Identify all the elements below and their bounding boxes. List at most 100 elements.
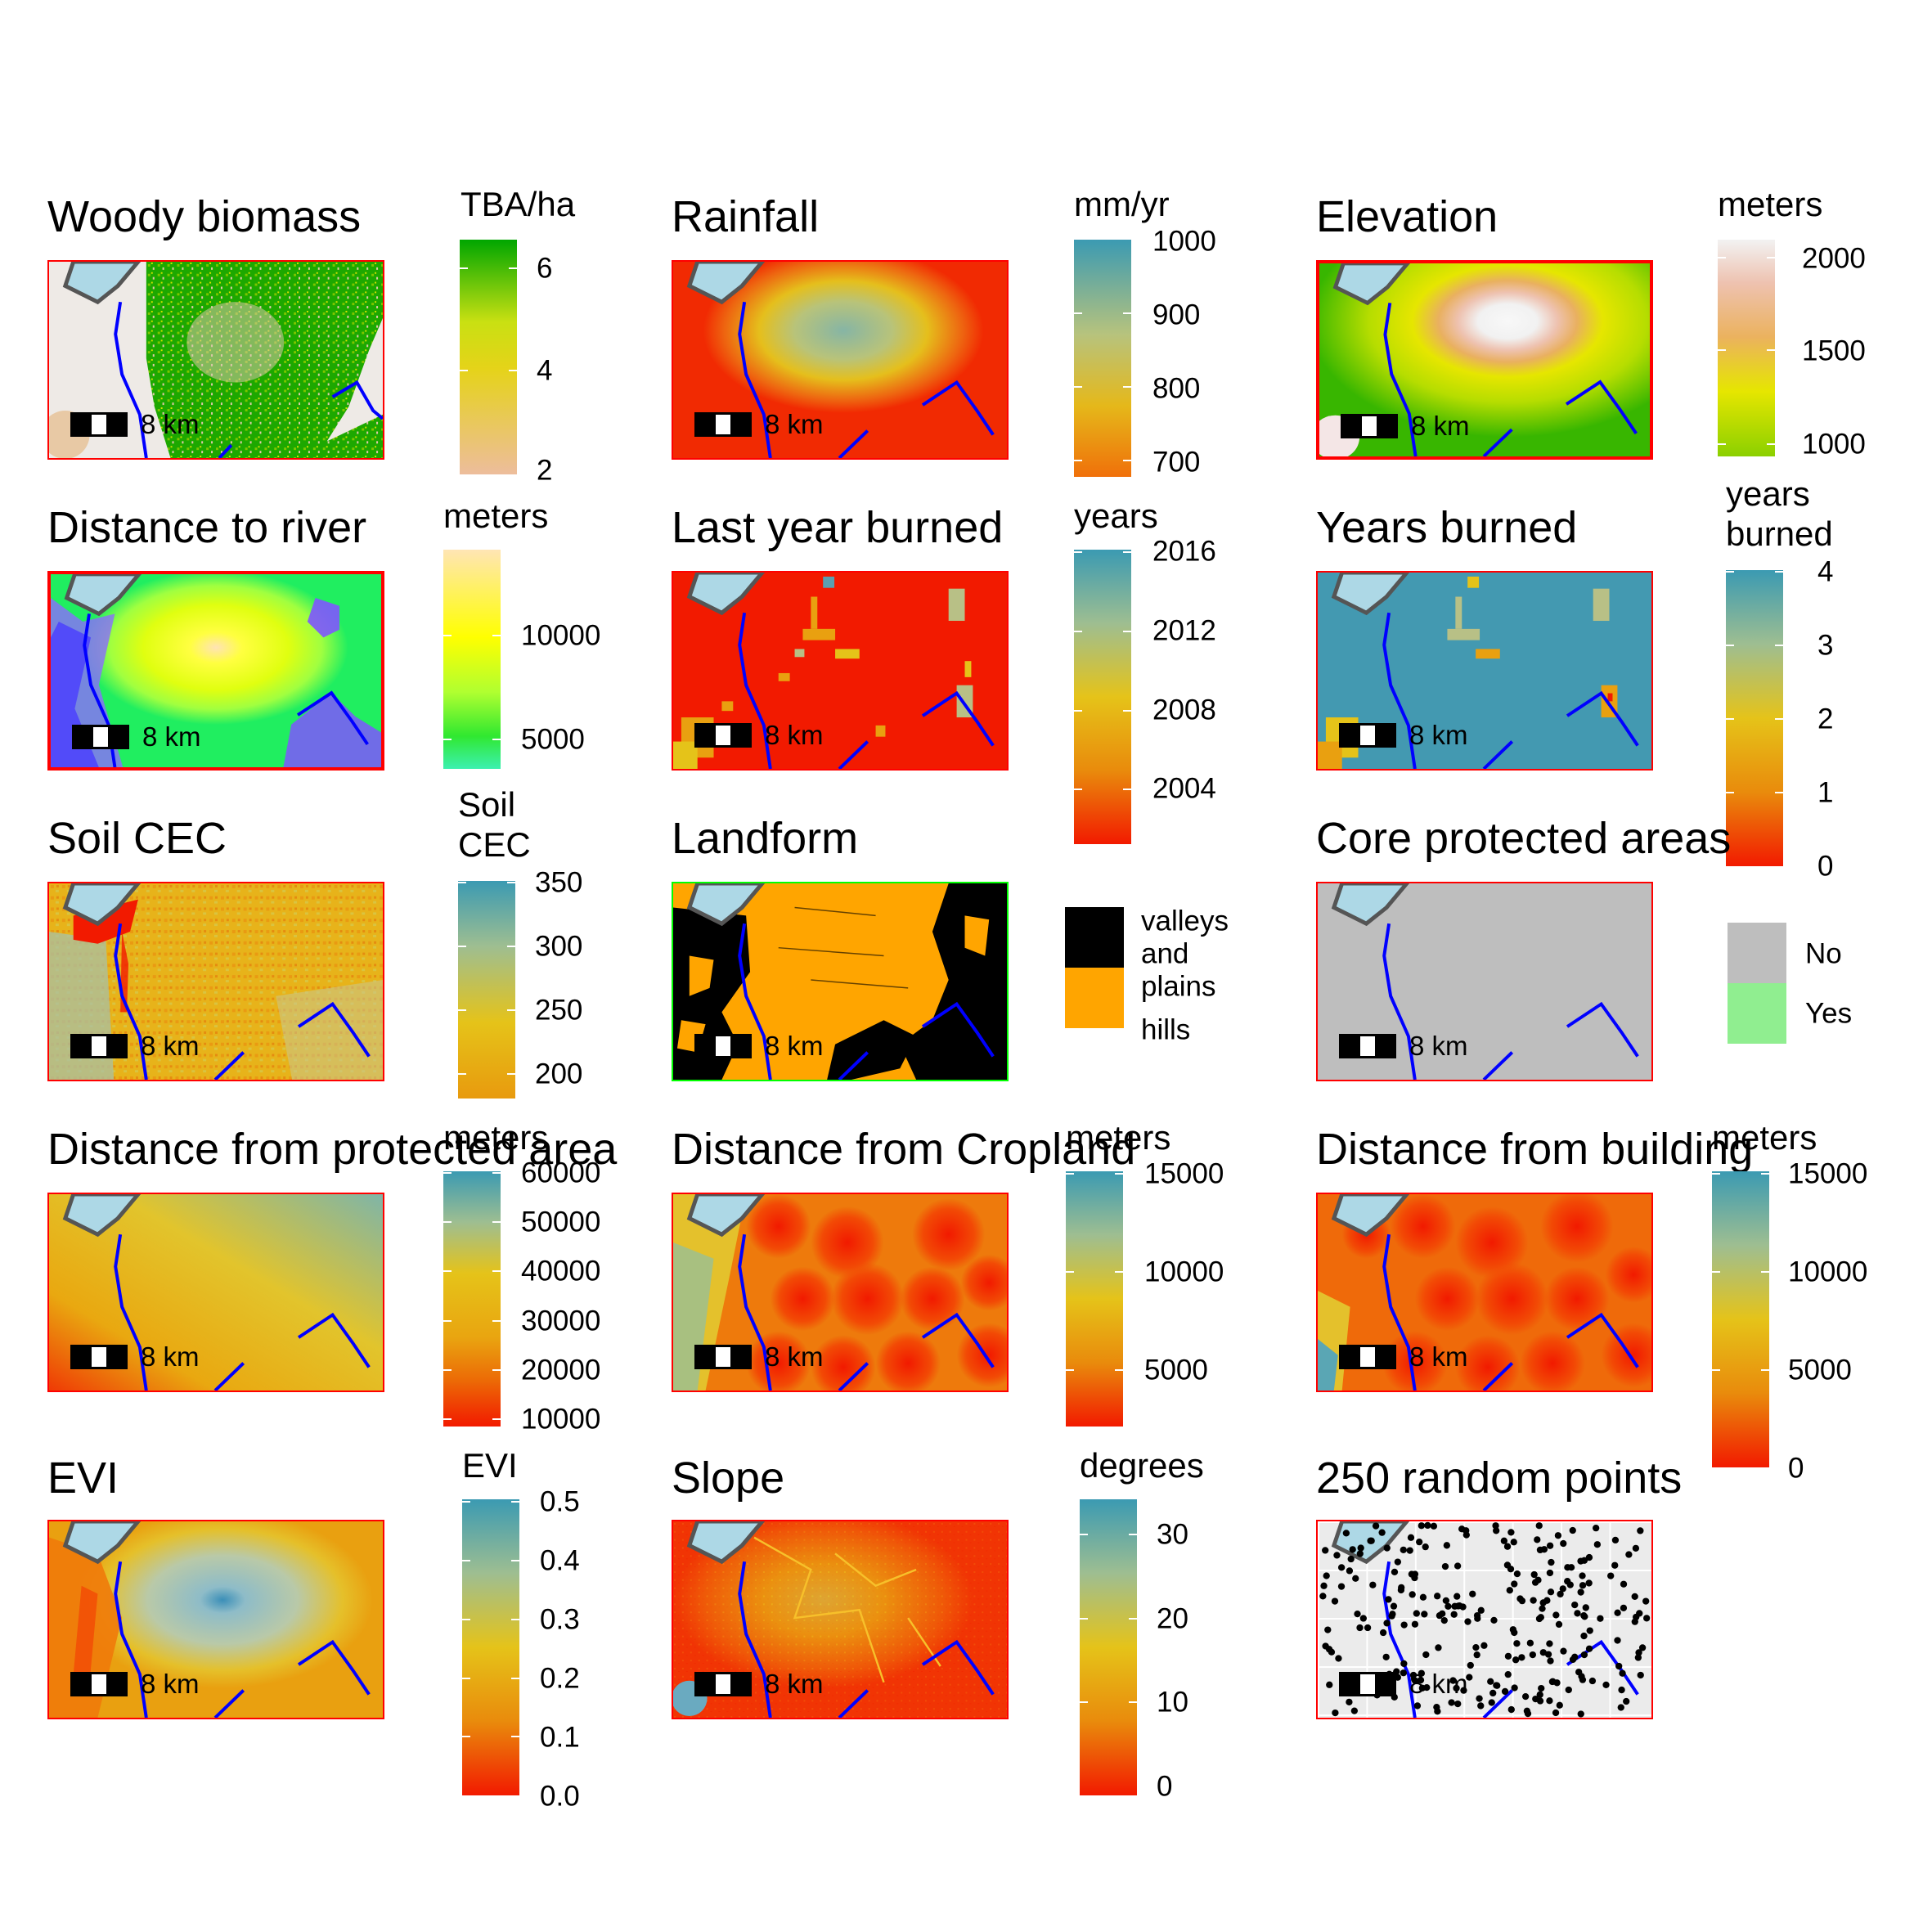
legend-title-woody: TBA/ha — [461, 185, 576, 223]
random-point — [1394, 1558, 1401, 1566]
title-random-points: 250 random points — [1316, 1453, 1683, 1503]
random-point — [1473, 1651, 1480, 1659]
tick-yearsburn-2: 2 — [1817, 703, 1834, 735]
colorbar-woody — [460, 240, 517, 474]
scale-bar — [1339, 1034, 1396, 1058]
tick-soil-1: 300 — [535, 930, 583, 963]
tick-evi-2: 0.3 — [540, 1603, 580, 1636]
random-point — [1534, 1576, 1542, 1584]
legend-title-protdist: meters — [443, 1118, 549, 1157]
random-point — [1354, 1610, 1361, 1618]
random-point — [1364, 1624, 1372, 1632]
random-point — [1513, 1640, 1521, 1647]
random-point — [1356, 1624, 1364, 1632]
title-evi: EVI — [47, 1453, 119, 1503]
map-years-burned: 8 km — [1316, 571, 1653, 771]
random-point — [1544, 1651, 1552, 1658]
random-point — [1349, 1546, 1356, 1553]
random-point — [1439, 1610, 1446, 1617]
map-landform: 8 km — [672, 882, 1009, 1081]
legend-label-no: No — [1805, 937, 1842, 970]
tick-woody-2: 2 — [537, 454, 553, 487]
random-point — [1369, 1581, 1377, 1588]
tick-builddist-2: 5000 — [1788, 1354, 1852, 1386]
random-point — [1453, 1562, 1462, 1570]
random-point — [1536, 1546, 1544, 1554]
random-point — [1579, 1676, 1587, 1683]
tick-evi-3: 0.2 — [540, 1662, 580, 1695]
random-point — [1454, 1700, 1462, 1708]
random-point — [1555, 1620, 1563, 1629]
colorbar-protdist — [443, 1171, 501, 1427]
tick-protdist-4: 20000 — [521, 1354, 601, 1386]
legend-swatch-hills — [1065, 968, 1124, 1028]
random-point — [1504, 1671, 1512, 1678]
title-woody-biomass: Woody biomass — [47, 192, 362, 241]
random-point — [1460, 1687, 1467, 1694]
colorbar-slope — [1080, 1499, 1137, 1795]
random-point — [1320, 1582, 1328, 1589]
tick-builddist-1: 10000 — [1788, 1256, 1868, 1288]
title-distance-to-river: Distance to river — [47, 503, 367, 552]
tick-woody-1: 4 — [537, 354, 553, 387]
map-last-year-burned: 8 km — [672, 571, 1009, 771]
random-point — [1467, 1661, 1474, 1669]
random-point — [1511, 1629, 1518, 1637]
random-point — [1326, 1681, 1333, 1688]
legend-label-hills: hills — [1141, 1013, 1191, 1046]
random-point — [1582, 1604, 1589, 1611]
tick-slope-0: 30 — [1157, 1518, 1188, 1551]
random-point — [1539, 1649, 1547, 1656]
random-point — [1585, 1553, 1593, 1561]
random-point — [1453, 1593, 1461, 1600]
random-point — [1464, 1618, 1471, 1625]
random-point — [1319, 1593, 1327, 1600]
title-landform: Landform — [672, 814, 859, 863]
legend-swatch-yes — [1728, 983, 1786, 1044]
random-point — [1462, 1527, 1470, 1534]
random-point — [1618, 1686, 1625, 1694]
scale-bar — [70, 1672, 128, 1696]
random-point — [1614, 1637, 1621, 1644]
legend-title-cropdist: meters — [1066, 1118, 1171, 1157]
random-point — [1530, 1570, 1538, 1579]
random-point — [1620, 1580, 1628, 1588]
title-soil-cec: Soil CEC — [47, 814, 227, 863]
random-point — [1488, 1699, 1495, 1706]
map-distance-to-river: 8 km — [47, 571, 384, 771]
random-point — [1615, 1662, 1623, 1670]
random-point — [1569, 1526, 1576, 1534]
random-point — [1523, 1707, 1531, 1714]
random-point — [1571, 1601, 1579, 1609]
random-point — [1400, 1669, 1408, 1677]
random-point — [1337, 1583, 1346, 1590]
random-point — [1378, 1529, 1386, 1536]
random-point — [1424, 1521, 1431, 1530]
random-point — [1513, 1570, 1521, 1578]
random-point — [1511, 1684, 1518, 1692]
random-point — [1580, 1557, 1588, 1564]
random-point — [1579, 1582, 1587, 1589]
random-point — [1352, 1575, 1359, 1582]
tick-cropdist-2: 5000 — [1144, 1354, 1208, 1386]
random-point — [1332, 1709, 1339, 1717]
map-random-points: 8 km — [1316, 1520, 1653, 1719]
tick-lastburn-3: 2004 — [1152, 772, 1216, 805]
tick-protdist-3: 30000 — [521, 1305, 601, 1337]
map-woody-biomass: 8 km — [47, 260, 384, 460]
random-point — [1566, 1581, 1574, 1588]
title-distance-from-building: Distance from building — [1316, 1125, 1754, 1174]
random-point — [1476, 1695, 1483, 1702]
random-point — [1416, 1539, 1423, 1546]
scale-bar — [70, 1345, 128, 1369]
random-point — [1456, 1602, 1463, 1610]
scale-label: 8 km — [765, 1341, 824, 1372]
random-point — [1526, 1639, 1534, 1647]
random-point — [1538, 1684, 1545, 1692]
random-point — [1625, 1551, 1633, 1558]
random-point — [1575, 1669, 1583, 1676]
scale-label: 8 km — [1409, 1669, 1468, 1699]
tick-builddist-0: 15000 — [1788, 1157, 1868, 1190]
random-point — [1411, 1620, 1419, 1628]
random-point — [1553, 1679, 1561, 1687]
